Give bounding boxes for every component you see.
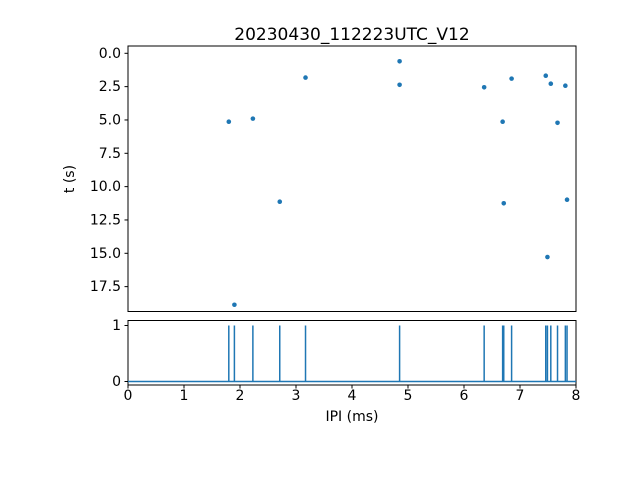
scatter-point [481,84,487,90]
x-tick-label: 4 [348,388,357,404]
x-tick-label: 3 [292,388,301,404]
x-tick-label: 5 [404,388,413,404]
scatter-point [501,200,507,206]
plot-border [127,45,577,312]
x-tick-label: 0 [124,388,133,404]
y-tick-label: 15.0 [90,246,121,262]
scatter-point [548,81,554,86]
x-axis-label: IPI (ms) [325,409,378,425]
pulse-plot: 0 1 0 1 2 3 4 5 6 7 8 [112,318,580,404]
y-tick-label: 17.5 [90,279,121,295]
y-tick-label: 7.5 [99,146,121,162]
scatter-point [303,75,308,80]
x-tick-label: 1 [180,388,189,404]
y-tick-label: 0.0 [99,46,121,62]
scatter-point [232,302,237,308]
scatter-point [397,58,402,64]
y-tick-label: 5.0 [99,112,121,128]
scatter-point [543,73,549,78]
y-tick-label: 0 [112,374,121,390]
scatter-point [555,120,560,126]
scatter-point [545,254,550,260]
y-tick-label: 12.5 [90,212,121,228]
y-tick-label: 2.5 [99,79,121,95]
scatter-point [563,83,568,88]
scatter-point [500,119,505,124]
y-tick-label: 1 [112,318,121,334]
x-tick-label: 7 [516,388,525,404]
x-tick-label: 8 [572,388,581,404]
scatter-point [226,119,232,124]
figure-title: 20230430_112223UTC_V12 [234,25,469,45]
scatter-point [397,82,402,88]
y-axis-label: t (s) [62,165,78,193]
scatter-point [564,197,570,202]
scatter-point [509,76,514,81]
plot-border [127,320,577,386]
scatter-plot: 0.0 2.5 5.0 7.5 10.0 12.5 15.0 17.5 [90,45,577,312]
x-tick-label: 2 [236,388,245,404]
scatter-point [277,199,283,204]
scatter-point [250,116,256,121]
x-tick-label: 6 [460,388,469,404]
y-tick-label: 10.0 [90,179,121,195]
